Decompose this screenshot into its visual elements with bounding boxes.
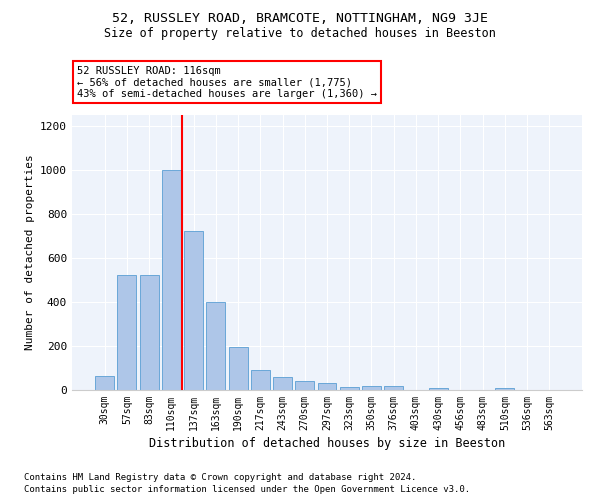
Y-axis label: Number of detached properties: Number of detached properties [25, 154, 35, 350]
Bar [429, 388, 448, 390]
Bar [317, 384, 337, 390]
Text: Contains public sector information licensed under the Open Government Licence v3: Contains public sector information licen… [24, 485, 470, 494]
X-axis label: Distribution of detached houses by size in Beeston: Distribution of detached houses by size … [149, 437, 505, 450]
Bar [295, 381, 314, 390]
Bar [362, 386, 381, 390]
Bar [340, 386, 359, 390]
Bar [496, 388, 514, 390]
Text: Size of property relative to detached houses in Beeston: Size of property relative to detached ho… [104, 28, 496, 40]
Bar [273, 377, 292, 390]
Bar [140, 274, 158, 390]
Text: 52 RUSSLEY ROAD: 116sqm
← 56% of detached houses are smaller (1,775)
43% of semi: 52 RUSSLEY ROAD: 116sqm ← 56% of detache… [77, 66, 377, 98]
Bar [251, 370, 270, 390]
Text: 52, RUSSLEY ROAD, BRAMCOTE, NOTTINGHAM, NG9 3JE: 52, RUSSLEY ROAD, BRAMCOTE, NOTTINGHAM, … [112, 12, 488, 26]
Text: Contains HM Land Registry data © Crown copyright and database right 2024.: Contains HM Land Registry data © Crown c… [24, 472, 416, 482]
Bar [229, 347, 248, 390]
Bar [184, 230, 203, 390]
Bar [162, 170, 181, 390]
Bar [95, 376, 114, 390]
Bar [384, 386, 403, 390]
Bar [206, 302, 225, 390]
Bar [118, 274, 136, 390]
